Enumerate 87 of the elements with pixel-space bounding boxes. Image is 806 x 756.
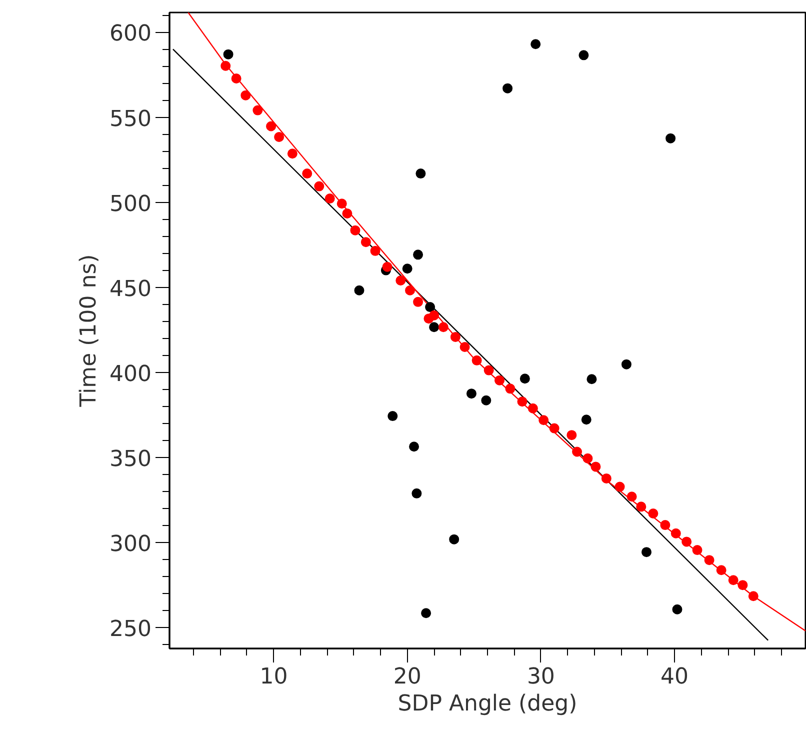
point — [231, 73, 242, 84]
point — [314, 181, 324, 192]
point — [682, 536, 692, 547]
point — [438, 322, 448, 332]
point — [738, 580, 748, 590]
y-tick-label: 600 — [110, 22, 152, 47]
point — [336, 198, 347, 209]
point — [530, 39, 541, 50]
point — [581, 414, 592, 425]
point — [716, 565, 726, 576]
point — [240, 90, 251, 100]
point — [382, 262, 392, 272]
point — [484, 365, 494, 376]
point — [472, 355, 482, 366]
point — [405, 285, 416, 296]
point — [302, 168, 312, 179]
y-tick-label: 250 — [110, 616, 152, 642]
point — [450, 332, 460, 342]
x-tick-label: 10 — [260, 664, 288, 690]
point — [621, 359, 632, 370]
point — [252, 105, 263, 116]
point — [704, 555, 714, 566]
point — [502, 83, 513, 94]
point — [481, 395, 492, 406]
point — [578, 50, 589, 60]
y-axis-title: Time (100 ns) — [76, 254, 102, 408]
point — [409, 442, 420, 452]
point — [466, 388, 476, 399]
x-axis-title: SDP Angle (deg) — [398, 692, 578, 716]
point — [528, 403, 538, 414]
point — [429, 322, 440, 332]
point — [494, 375, 505, 386]
point — [520, 374, 530, 384]
point — [370, 246, 380, 256]
y-tick-label: 550 — [110, 106, 152, 132]
point — [648, 508, 658, 518]
point — [342, 208, 352, 218]
point — [223, 49, 234, 60]
y-tick-label: 300 — [110, 532, 152, 557]
point — [505, 384, 516, 394]
point — [360, 237, 371, 248]
point — [670, 528, 681, 538]
point — [324, 194, 335, 204]
point — [728, 575, 738, 586]
point — [517, 396, 528, 407]
point — [572, 446, 582, 457]
point — [388, 411, 398, 422]
point — [642, 547, 652, 558]
point — [601, 473, 612, 484]
point — [672, 604, 682, 614]
point — [413, 296, 424, 307]
point — [549, 423, 560, 434]
y-tick-label: 350 — [110, 446, 152, 472]
point — [538, 415, 549, 426]
point — [636, 502, 646, 512]
point — [413, 250, 424, 260]
x-tick-label: 30 — [526, 664, 555, 690]
point — [424, 314, 434, 324]
point — [692, 545, 702, 556]
x-tick-label: 20 — [393, 664, 422, 690]
point — [582, 453, 593, 464]
y-tick-label: 450 — [110, 276, 152, 302]
point — [660, 520, 670, 530]
point — [402, 264, 412, 274]
point — [586, 374, 597, 384]
point — [412, 488, 422, 498]
point — [748, 591, 758, 602]
y-tick-label: 400 — [110, 362, 152, 387]
point — [566, 430, 577, 440]
point — [460, 342, 470, 352]
point — [354, 285, 364, 296]
point — [266, 121, 276, 132]
point — [614, 482, 625, 492]
point — [274, 132, 284, 142]
point — [449, 534, 460, 544]
y-tick-label: 500 — [110, 192, 152, 217]
point — [287, 148, 298, 159]
x-tick-label: 40 — [660, 664, 689, 690]
point — [666, 133, 676, 144]
point — [220, 60, 231, 71]
point — [590, 462, 601, 472]
point — [416, 168, 426, 179]
point — [421, 608, 432, 618]
point — [396, 276, 406, 286]
point — [350, 225, 360, 236]
point — [425, 302, 436, 312]
point — [626, 492, 637, 502]
